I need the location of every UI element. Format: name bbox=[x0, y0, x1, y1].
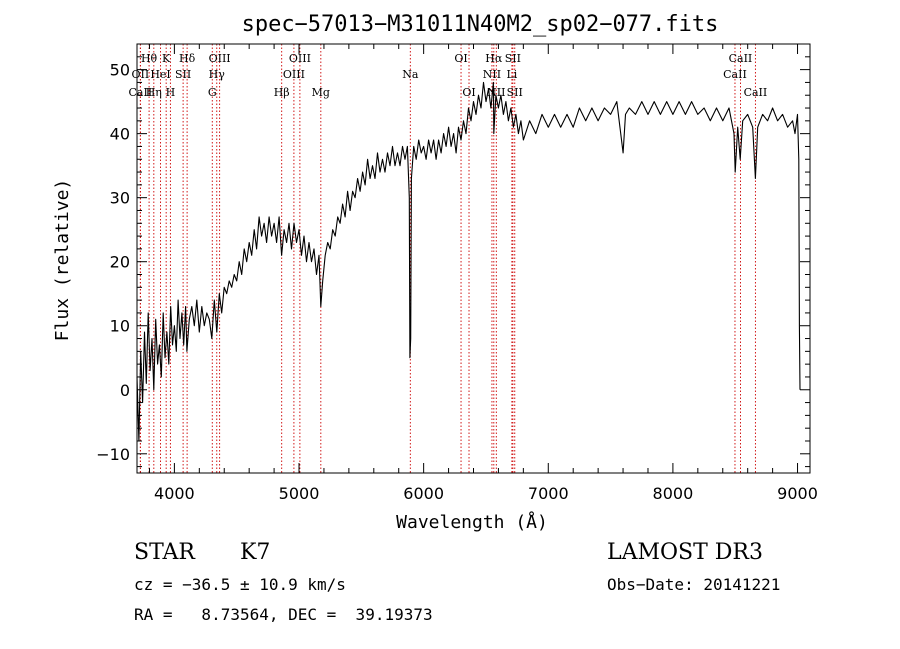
line-marker-label-24: SII bbox=[507, 86, 523, 99]
y-tick-label: 40 bbox=[110, 125, 130, 144]
x-tick-label: 6000 bbox=[403, 484, 444, 503]
line-marker-label-18: OI bbox=[462, 86, 475, 99]
survey-name: LAMOST DR3 bbox=[607, 540, 763, 565]
line-marker-label-26: CaII bbox=[723, 68, 747, 81]
line-marker-label-2: CaII bbox=[129, 86, 153, 99]
line-marker-label-25: CaII bbox=[729, 52, 753, 65]
line-marker-label-20: NII bbox=[483, 68, 501, 81]
y-tick-labels: −10 0 10 20 30 40 50 bbox=[96, 61, 130, 464]
y-tick-label: −10 bbox=[96, 445, 130, 464]
x-tick-label: 4000 bbox=[154, 484, 195, 503]
object-subclass: K7 bbox=[240, 540, 271, 565]
line-marker-label-6: H bbox=[166, 86, 176, 99]
spectrum-series-line bbox=[136, 81, 801, 442]
line-marker-label-1: OII bbox=[132, 68, 150, 81]
line-marker-label-22: SII bbox=[505, 52, 521, 65]
x-axis-label: Wavelength (Å) bbox=[396, 511, 548, 533]
line-marker-label-17: OI bbox=[454, 52, 467, 65]
line-marker-label-12: OIII bbox=[289, 52, 311, 65]
line-marker-label-23: Li bbox=[506, 68, 517, 81]
line-marker-label-5: HeI bbox=[150, 68, 170, 81]
y-tick-label: 50 bbox=[110, 61, 130, 80]
chart-title: spec−57013−M31011N40M2_sp02−077.fits bbox=[242, 12, 719, 37]
line-marker-label-13: OIII bbox=[283, 68, 305, 81]
line-markers bbox=[139, 44, 756, 473]
line-marker-label-9: OIII bbox=[209, 52, 231, 65]
object-class: STAR bbox=[134, 540, 195, 565]
plot-frame bbox=[136, 43, 811, 474]
line-marker-label-15: Mg bbox=[312, 86, 330, 99]
x-tick-labels: 4000 5000 6000 7000 8000 9000 bbox=[154, 484, 818, 503]
y-tick-label: 20 bbox=[110, 253, 130, 272]
x-tick-label: 5000 bbox=[279, 484, 320, 503]
x-tick-label: 9000 bbox=[777, 484, 818, 503]
axis-ticks bbox=[137, 43, 810, 473]
line-marker-label-3: Hη bbox=[146, 86, 162, 99]
y-axis-label: Flux (relative) bbox=[52, 179, 73, 342]
y-tick-label: 10 bbox=[110, 317, 130, 336]
y-tick-label: 30 bbox=[110, 189, 130, 208]
line-marker-label-27: CaII bbox=[744, 86, 768, 99]
line-marker-label-11: G bbox=[208, 86, 217, 99]
line-marker-label-14: Hβ bbox=[274, 86, 290, 99]
x-tick-label: 7000 bbox=[528, 484, 569, 503]
line-marker-label-19: Hα bbox=[485, 52, 503, 65]
redshift-cz: cz = −36.5 ± 10.9 km/s bbox=[134, 575, 346, 594]
line-marker-label-7: Hδ bbox=[179, 52, 196, 65]
observation-date: Obs−Date: 20141221 bbox=[607, 575, 781, 594]
line-marker-label-16: Na bbox=[402, 68, 419, 81]
y-tick-label: 0 bbox=[120, 381, 130, 400]
line-marker-label-10: Hγ bbox=[209, 68, 226, 81]
line-marker-label-0: Hθ bbox=[141, 52, 158, 65]
x-tick-label: 8000 bbox=[653, 484, 694, 503]
line-marker-label-8: SII bbox=[175, 68, 191, 81]
line-marker-label-4: K bbox=[162, 52, 171, 65]
coordinates: RA = 8.73564, DEC = 39.19373 bbox=[134, 605, 433, 624]
